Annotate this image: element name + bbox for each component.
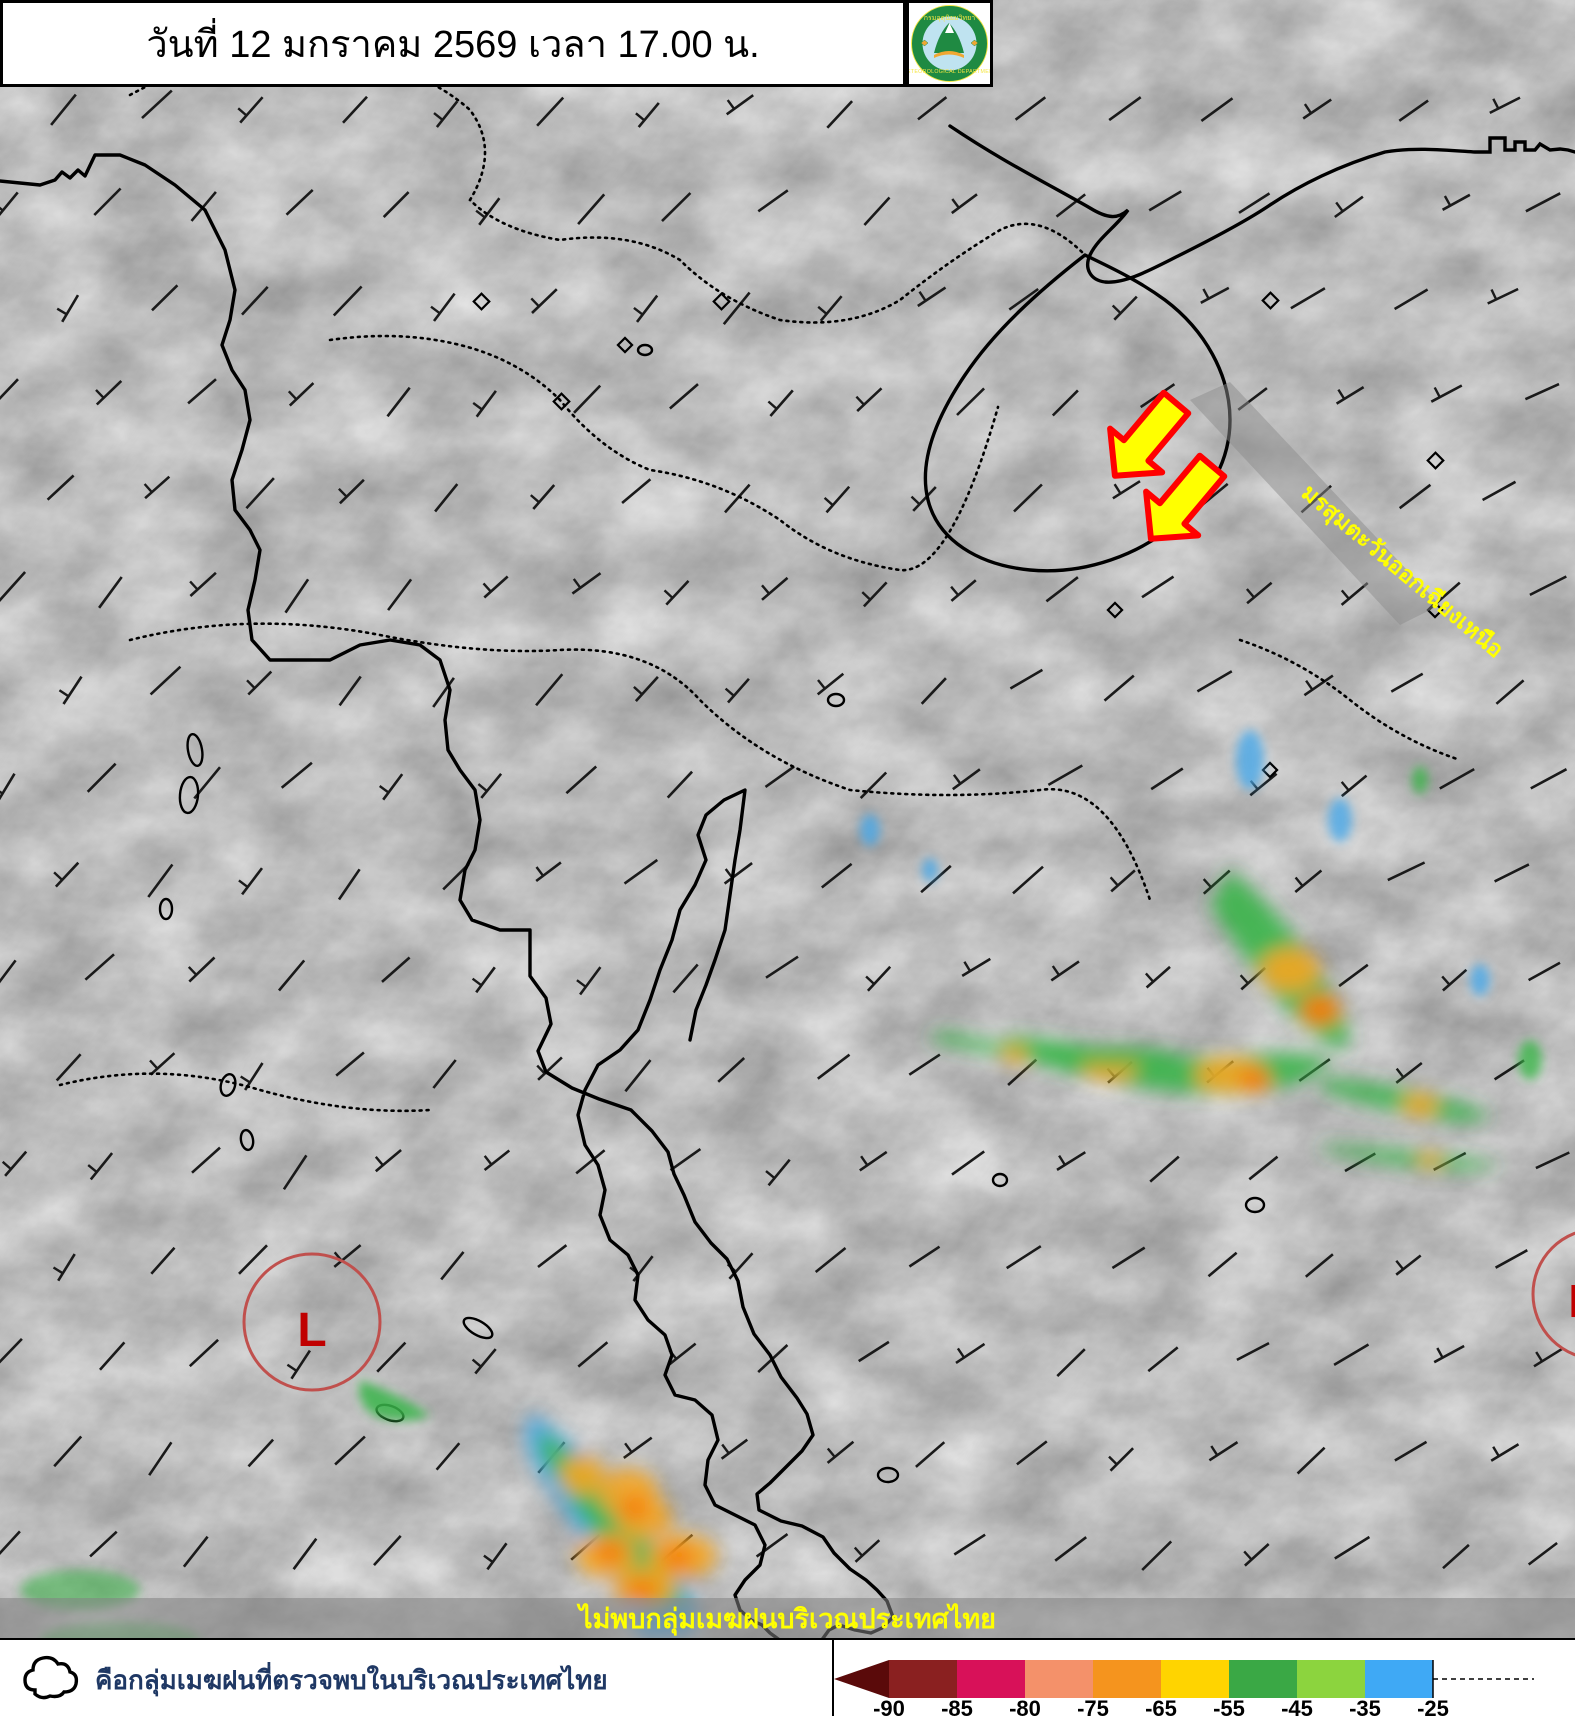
- svg-text:-45: -45: [1281, 1696, 1313, 1716]
- svg-text:-75: -75: [1077, 1696, 1109, 1716]
- svg-text:-25: -25: [1417, 1696, 1449, 1716]
- svg-text:-65: -65: [1145, 1696, 1177, 1716]
- svg-text:H: H: [1568, 1275, 1575, 1327]
- svg-text:-80: -80: [1009, 1696, 1041, 1716]
- svg-text:METEOROLOGICAL DEPARTMENT: METEOROLOGICAL DEPARTMENT: [909, 69, 990, 75]
- svg-text:มรสุมตะวันออกเฉียงเหนือ: มรสุมตะวันออกเฉียงเหนือ: [1296, 479, 1509, 664]
- svg-text:-35: -35: [1349, 1696, 1381, 1716]
- svg-text:-90: -90: [873, 1696, 905, 1716]
- svg-text:กรมอุตุนิยมวิทยา: กรมอุตุนิยมวิทยา: [924, 14, 976, 22]
- svg-text:-85: -85: [941, 1696, 973, 1716]
- svg-text:L: L: [297, 1304, 326, 1357]
- svg-text:-55: -55: [1213, 1696, 1245, 1716]
